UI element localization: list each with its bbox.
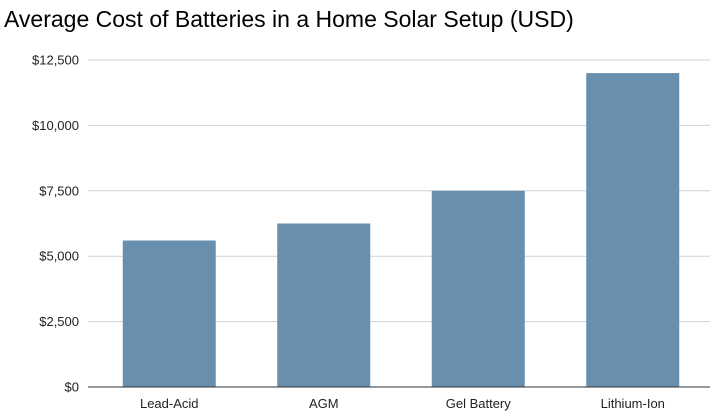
bar [122, 240, 216, 387]
y-axis-tick-labels: $0 $2,500 $5,000 $7,500 $10,000 $12,500 [32, 53, 79, 395]
y-tick-label: $2,500 [39, 314, 79, 329]
y-tick-label: $0 [65, 380, 79, 395]
bars [122, 73, 680, 387]
chart-title: Average Cost of Batteries in a Home Sola… [4, 6, 574, 32]
y-tick-label: $7,500 [39, 183, 79, 198]
bar [431, 190, 525, 387]
x-tick-label: Lead-Acid [140, 396, 199, 411]
bar [586, 73, 680, 387]
y-tick-label: $12,500 [32, 53, 79, 68]
y-tick-label: $10,000 [32, 118, 79, 133]
x-axis-tick-labels: Lead-Acid AGM Gel Battery Lithium-Ion [140, 396, 665, 411]
x-tick-label: Lithium-Ion [601, 396, 665, 411]
x-tick-label: AGM [309, 396, 339, 411]
bar [277, 223, 371, 387]
y-tick-label: $5,000 [39, 249, 79, 264]
x-tick-label: Gel Battery [446, 396, 512, 411]
